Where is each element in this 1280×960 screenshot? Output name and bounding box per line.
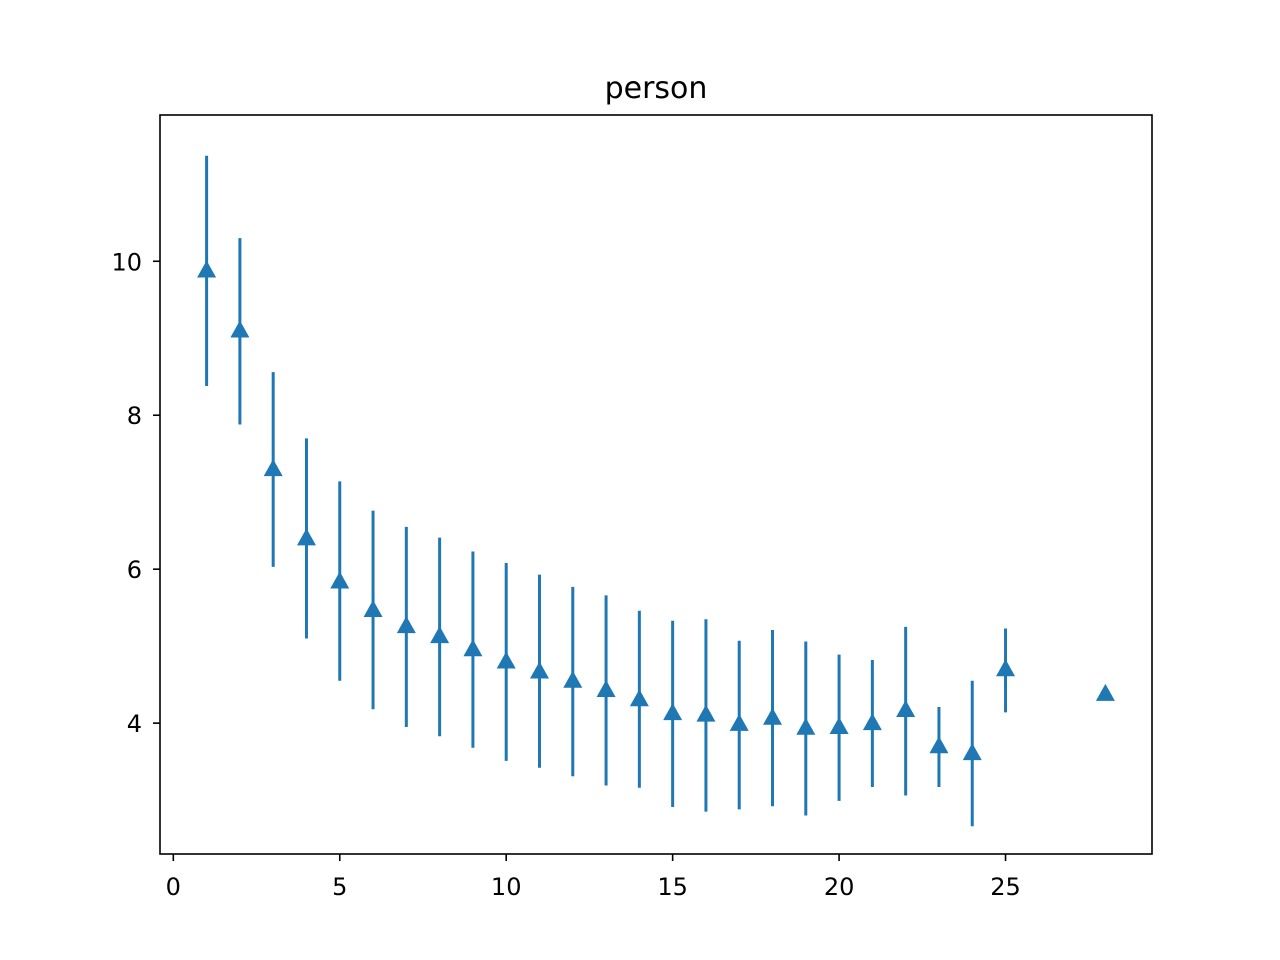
x-tick-label: 10 [491, 873, 522, 901]
data-point-marker [929, 736, 949, 754]
data-point-marker [197, 260, 217, 278]
data-point-marker [1095, 683, 1115, 701]
data-point-marker [496, 651, 516, 669]
data-point-marker [896, 700, 916, 718]
data-point-marker [729, 713, 749, 731]
data-point-marker [330, 571, 350, 589]
y-tick-label: 4 [127, 710, 142, 738]
data-point-marker [596, 680, 616, 698]
data-point-marker [962, 743, 982, 761]
data-point-marker [296, 528, 316, 546]
data-point-marker [463, 639, 483, 657]
y-tick-label: 6 [127, 556, 142, 584]
data-marks [197, 155, 1115, 827]
data-point-marker [230, 320, 250, 338]
x-tick-label: 0 [166, 873, 181, 901]
x-tick-label: 25 [990, 873, 1021, 901]
data-point-marker [829, 716, 849, 734]
y-tick-label: 8 [127, 402, 142, 430]
plot-frame [159, 114, 1153, 855]
data-point-marker [263, 459, 283, 477]
data-point-marker [396, 616, 416, 634]
data-point-marker [796, 717, 816, 735]
data-point-marker [763, 707, 783, 725]
x-tick-label: 20 [824, 873, 855, 901]
data-point-marker [663, 703, 683, 721]
data-point-marker [363, 599, 383, 617]
data-point-marker [862, 713, 882, 731]
data-point-marker [696, 704, 716, 722]
data-point-marker [563, 670, 583, 688]
x-tick-label: 15 [657, 873, 688, 901]
chart-title: person [605, 71, 708, 106]
data-point-marker [430, 626, 450, 644]
x-tick-label: 5 [332, 873, 347, 901]
data-point-marker [996, 659, 1016, 677]
y-tick-label: 10 [111, 248, 142, 276]
data-point-marker [529, 661, 549, 679]
axis-ticks: 0 5 10 15 20 25 4 6 8 10 [111, 248, 1020, 901]
data-point-marker [629, 689, 649, 707]
